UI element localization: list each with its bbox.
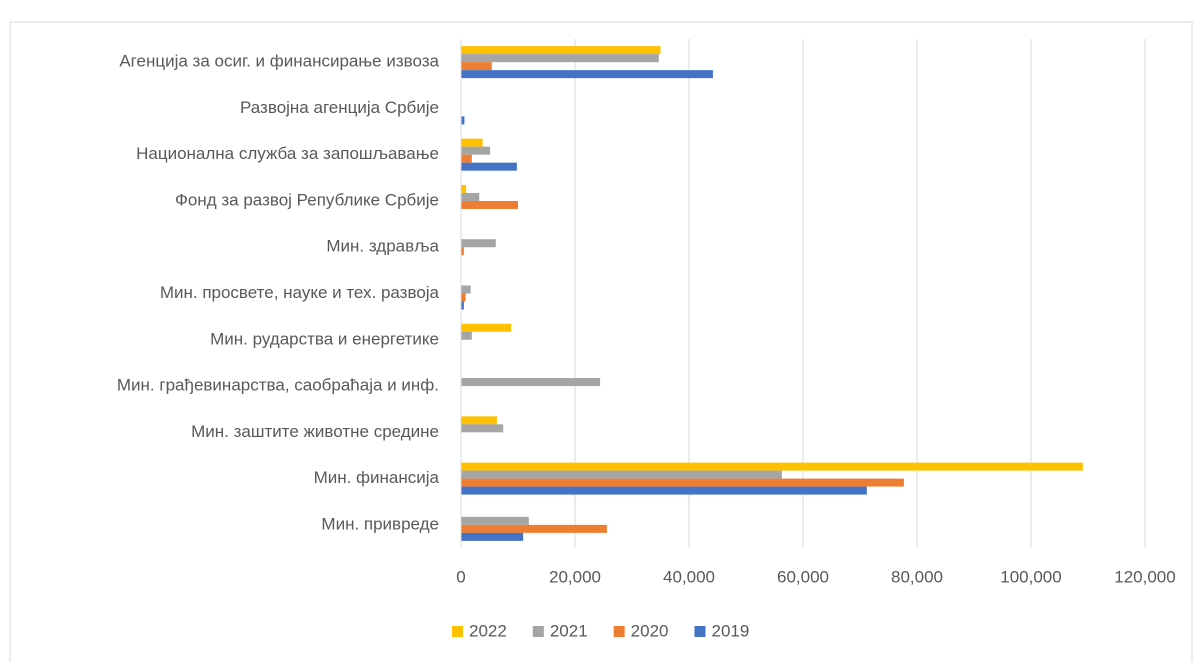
bar: [461, 116, 465, 125]
y-tick-label: Мин. привреде: [321, 514, 439, 533]
bar: [461, 138, 483, 147]
bar: [461, 532, 524, 541]
y-tick-label: Мин. просвете, науке и тех. развоја: [160, 283, 440, 302]
legend-label: 2022: [469, 621, 507, 640]
bar: [461, 424, 504, 433]
bar: [461, 200, 518, 209]
legend-swatch: [694, 626, 706, 637]
x-tick-label: 60,000: [777, 567, 829, 586]
legend-swatch: [452, 626, 463, 637]
bar: [461, 154, 472, 163]
bar: [461, 416, 497, 425]
bar: [461, 54, 659, 63]
x-tick-label: 80,000: [891, 567, 943, 586]
y-tick-label: Мин. финансија: [314, 468, 440, 487]
y-tick-label: Агенција за осиг. и финансирање извоза: [119, 52, 439, 71]
bar: [461, 486, 867, 495]
bar: [461, 146, 491, 155]
x-tick-label: 100,000: [1000, 567, 1061, 586]
y-tick-label: Национална служба за запошљавање: [136, 144, 439, 163]
x-tick-label: 20,000: [549, 567, 601, 586]
y-tick-label: Мин. грађевинарства, саобраћаја и инф.: [117, 376, 439, 395]
x-tick-label: 40,000: [663, 567, 715, 586]
bar: [461, 378, 601, 387]
y-tick-label: Мин. рударства и енергетике: [210, 329, 439, 348]
legend-label: 2021: [550, 621, 588, 640]
bar: [461, 184, 467, 193]
y-tick-label: Фонд за развој Републике Србије: [175, 190, 439, 209]
y-tick-label: Мин. здравља: [326, 237, 439, 256]
bar: [461, 516, 529, 525]
bar: [461, 462, 1083, 471]
bar: [461, 301, 464, 310]
bar: [461, 247, 464, 256]
x-tick-label: 0: [456, 567, 465, 586]
x-tick-label: 120,000: [1114, 567, 1175, 586]
bar: [461, 62, 492, 71]
y-tick-label: Мин. заштите животне средине: [191, 422, 439, 441]
legend-swatch: [532, 626, 544, 637]
bar: [461, 285, 471, 294]
chart-frame: [9, 21, 1193, 662]
bar: [461, 46, 661, 55]
bar: [461, 162, 517, 171]
bar: [461, 470, 782, 479]
bar: [461, 323, 512, 332]
y-tick-label: Развојна агенција Србије: [240, 98, 439, 117]
bar: [461, 331, 472, 340]
bar: [461, 524, 607, 533]
legend-swatch: [613, 626, 625, 637]
bar: [461, 70, 713, 79]
bar: [461, 239, 496, 248]
legend-label: 2020: [631, 621, 669, 640]
bar: [461, 192, 480, 201]
bar: [461, 478, 904, 487]
bar: [461, 293, 466, 302]
legend-label: 2019: [711, 621, 749, 640]
